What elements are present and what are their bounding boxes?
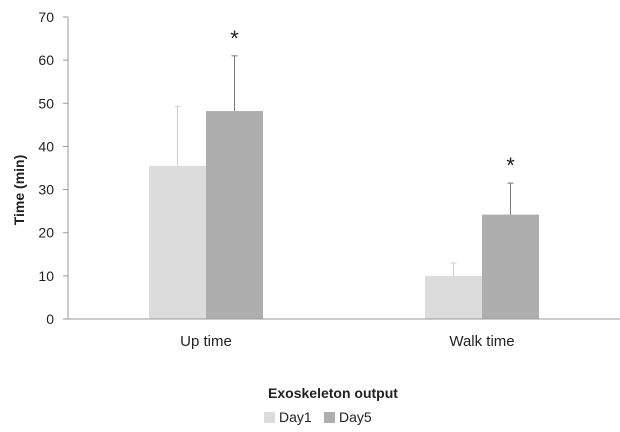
y-tick-label: 20 bbox=[38, 225, 54, 241]
significance-marker: * bbox=[230, 26, 239, 51]
legend: Day1 Day5 bbox=[264, 409, 372, 425]
x-category-label: Up time bbox=[180, 333, 232, 350]
y-axis-title: Time (min) bbox=[11, 155, 27, 226]
y-tick-label: 30 bbox=[38, 182, 54, 198]
bar bbox=[425, 275, 482, 319]
y-tick-label: 70 bbox=[38, 9, 54, 25]
x-axis: Up time Walk time bbox=[68, 318, 620, 350]
legend-swatch bbox=[264, 412, 275, 423]
bar bbox=[482, 214, 539, 319]
bar bbox=[149, 165, 206, 319]
bars: ** bbox=[149, 26, 539, 320]
bar bbox=[206, 111, 263, 320]
x-axis-title: Exoskeleton output bbox=[268, 385, 398, 401]
y-tick-label: 60 bbox=[38, 52, 54, 68]
y-tick-label: 0 bbox=[46, 311, 54, 327]
y-axis: 0 10 20 30 40 50 60 70 bbox=[38, 9, 69, 327]
y-tick-label: 10 bbox=[38, 268, 54, 284]
legend-swatch bbox=[324, 412, 335, 423]
y-tick-label: 50 bbox=[38, 95, 54, 111]
x-category-label: Walk time bbox=[449, 333, 514, 350]
significance-marker: * bbox=[506, 153, 515, 178]
y-tick-label: 40 bbox=[38, 138, 54, 154]
legend-label: Day1 bbox=[279, 409, 312, 425]
legend-label: Day5 bbox=[339, 409, 372, 425]
